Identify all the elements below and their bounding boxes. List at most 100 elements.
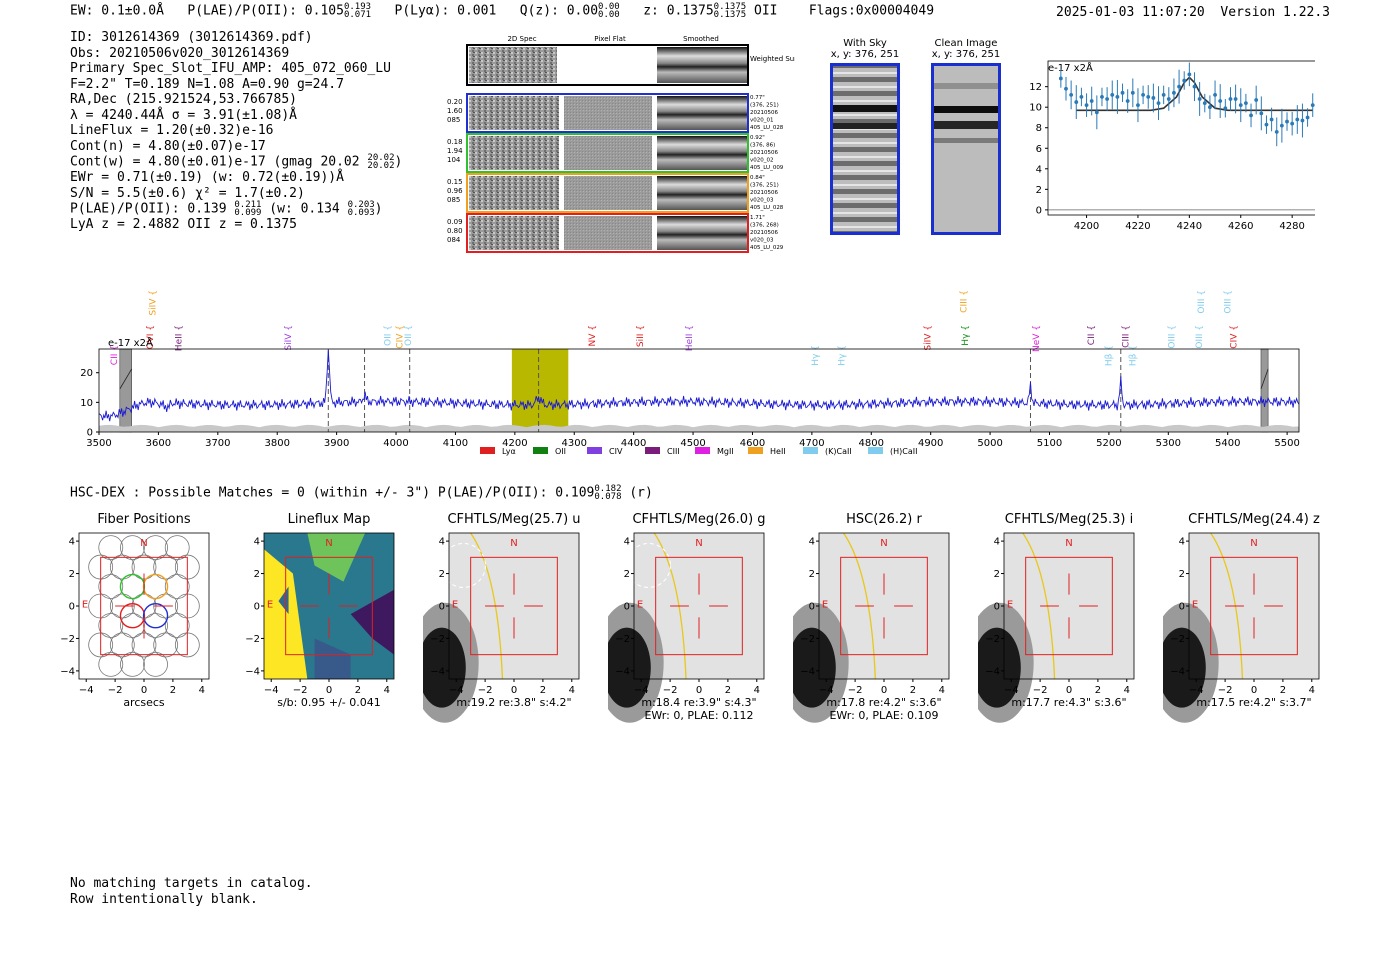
info-plae-w-lo: 0.093 xyxy=(347,208,375,218)
panel-ytick-label: −2 xyxy=(430,634,445,645)
spectrum-line-label: CIII { xyxy=(1122,325,1132,348)
panel-caption-stats: m:18.4 re:3.9" s:4.3" xyxy=(641,696,757,709)
zoom-data-point xyxy=(1110,92,1115,97)
header-version: Version 1.22.3 xyxy=(1220,5,1330,20)
panel-ytick-label: −4 xyxy=(60,666,75,677)
zoom-xtick-label: 4200 xyxy=(1074,221,1099,232)
spectrum-line-label: NeV { xyxy=(1032,325,1042,352)
spectrum-masked-band xyxy=(1260,348,1269,433)
zoom-data-point xyxy=(1192,84,1197,89)
zoom-data-point xyxy=(1146,95,1151,99)
panel-xtick-label: 0 xyxy=(141,685,147,696)
panel-xtick-label: 2 xyxy=(1095,685,1101,696)
panel-caption-stats: s/b: 0.95 +/- 0.041 xyxy=(277,696,381,709)
zoom-data-point xyxy=(1233,97,1238,101)
spectrum-xtick-label: 5000 xyxy=(977,438,1002,449)
cutout-row-meta: 1.71" xyxy=(750,215,765,221)
cutout-smoothed xyxy=(657,176,747,210)
legend-label: CIV xyxy=(609,447,623,456)
panel-xtick-label: −2 xyxy=(108,685,123,696)
zoom-data-point xyxy=(1243,101,1248,105)
panel-ytick-label: 0 xyxy=(254,602,260,613)
zoom-data-point xyxy=(1264,122,1269,127)
panel-xtick-label: −4 xyxy=(1189,685,1204,696)
imaging-panel: N E −4 4 −2 2 0 0 2 −2 4 −4 xyxy=(423,532,580,723)
legend-label: Lyα xyxy=(502,447,516,456)
search-box xyxy=(100,556,188,656)
spectrum-line-labels: CII {OVI {SiIV {HeII {SiIV {OII {CIV {OI… xyxy=(110,290,1240,366)
panel-caption-stats: arcsecs xyxy=(123,696,165,709)
zoom-ytick-label: 12 xyxy=(1029,82,1042,93)
with-sky-band-2 xyxy=(833,123,897,129)
cutout-row-stat: 1.94 xyxy=(447,147,463,155)
panel-xtick-label: 4 xyxy=(384,685,390,696)
cutout-pixel-flat xyxy=(564,136,652,170)
spectrum-xtick-label: 3500 xyxy=(86,438,111,449)
spectrum-frame xyxy=(98,348,1300,433)
zoom-plot-frame xyxy=(1047,60,1315,216)
panel-xtick-label: −2 xyxy=(848,685,863,696)
lineflux-low-2 xyxy=(314,638,351,679)
fiber-circle xyxy=(98,574,124,599)
search-box xyxy=(1210,556,1298,656)
header-z-lo: 0.1375 xyxy=(713,10,747,20)
cutout-row-stat: 0.20 xyxy=(447,98,463,106)
panel-xtick-label: −2 xyxy=(663,685,678,696)
cutout-smoothed xyxy=(657,96,747,130)
spectrum-line-label: CII { xyxy=(1087,325,1097,345)
spectrum-line-label: HeII { xyxy=(685,325,695,351)
panel-xtick-label: 0 xyxy=(1066,685,1072,696)
zoom-data-point xyxy=(1238,103,1243,108)
zoom-xtick-label: 4260 xyxy=(1228,221,1253,232)
zoom-data-point xyxy=(1197,97,1202,101)
panel-title: CFHTLS/Meg(25.3) i xyxy=(1004,512,1134,527)
info-ewr: EWr = 0.71(±0.19) (w: 0.72(±0.19))Å xyxy=(70,170,344,185)
panel-ytick-label: −4 xyxy=(800,666,815,677)
line-fit-zoom-plot: e-17 x2Å 0 2 4 6 8 10 12 4200 4220 4240 4260 4280 xyxy=(1029,60,1315,232)
fiber-circle xyxy=(164,613,190,638)
panel-title: CFHTLS/Meg(24.4) z xyxy=(1188,512,1320,527)
fiber-circle xyxy=(153,632,179,658)
east-label: E xyxy=(822,600,828,611)
spectrum-xtick-label: 4800 xyxy=(859,438,884,449)
footer-notes: No matching targets in catalog. Row inte… xyxy=(70,876,313,908)
legend-swatch xyxy=(480,447,495,454)
zoom-data-point xyxy=(1259,111,1264,116)
imaging-panel: N E −4 4 −2 2 0 0 2 −2 4 −4 xyxy=(245,532,395,696)
header-z-line: OII xyxy=(754,3,778,19)
imaging-panel: N E −4 4 −2 2 0 0 2 −2 4 −4 xyxy=(793,532,950,723)
legend-label: (K)CaII xyxy=(825,447,852,456)
zoom-data-point xyxy=(1166,97,1171,101)
info-obs: Obs: 20210506v020_3012614369 xyxy=(70,45,290,61)
info-params: F=2.2" T=0.189 N=1.08 A=0.90 g=24.7 xyxy=(70,76,344,92)
spectrum-xtick-label: 4500 xyxy=(680,438,705,449)
panel-ytick-label: −2 xyxy=(245,634,260,645)
spectrum-xtick-label: 4900 xyxy=(918,438,943,449)
spectrum-line-label: CIV { xyxy=(396,325,406,349)
cutout-row-stat: 104 xyxy=(447,156,461,164)
info-cont-w-text: Cont(w) = 4.80(±0.01)e-17 (gmag 20.02 xyxy=(70,154,360,170)
panel-ytick-label: 0 xyxy=(1179,602,1185,613)
panel-xtick-label: 0 xyxy=(511,685,517,696)
panel-ytick-label: −2 xyxy=(985,634,1000,645)
cutout-2d-spec xyxy=(469,136,559,170)
zoom-data-point xyxy=(1274,129,1279,134)
cutout-row-meta: 20210506 xyxy=(750,230,778,236)
panel-caption: arcsecs xyxy=(49,696,239,709)
zoom-data-point xyxy=(1089,99,1094,103)
info-plae-w-hi: 0.203 xyxy=(347,200,375,210)
spectrum-xtick-label: 4000 xyxy=(383,438,408,449)
spectrum-line-label: OII { xyxy=(384,325,394,346)
north-label: N xyxy=(325,538,332,549)
clean-band-4 xyxy=(934,138,998,143)
panel-xtick-label: −4 xyxy=(449,685,464,696)
spectrum-xtick-label: 3600 xyxy=(146,438,171,449)
legend-swatch xyxy=(748,447,763,454)
cutout-smoothed xyxy=(657,216,747,250)
zoom-ytick-label: 2 xyxy=(1036,185,1042,196)
spectrum-masked-band xyxy=(119,348,132,433)
zoom-ytick-label: 6 xyxy=(1036,144,1042,155)
panel-ytick-label: 0 xyxy=(624,602,630,613)
fiber-circle xyxy=(109,632,135,658)
cutout-pixel-flat xyxy=(564,216,652,250)
